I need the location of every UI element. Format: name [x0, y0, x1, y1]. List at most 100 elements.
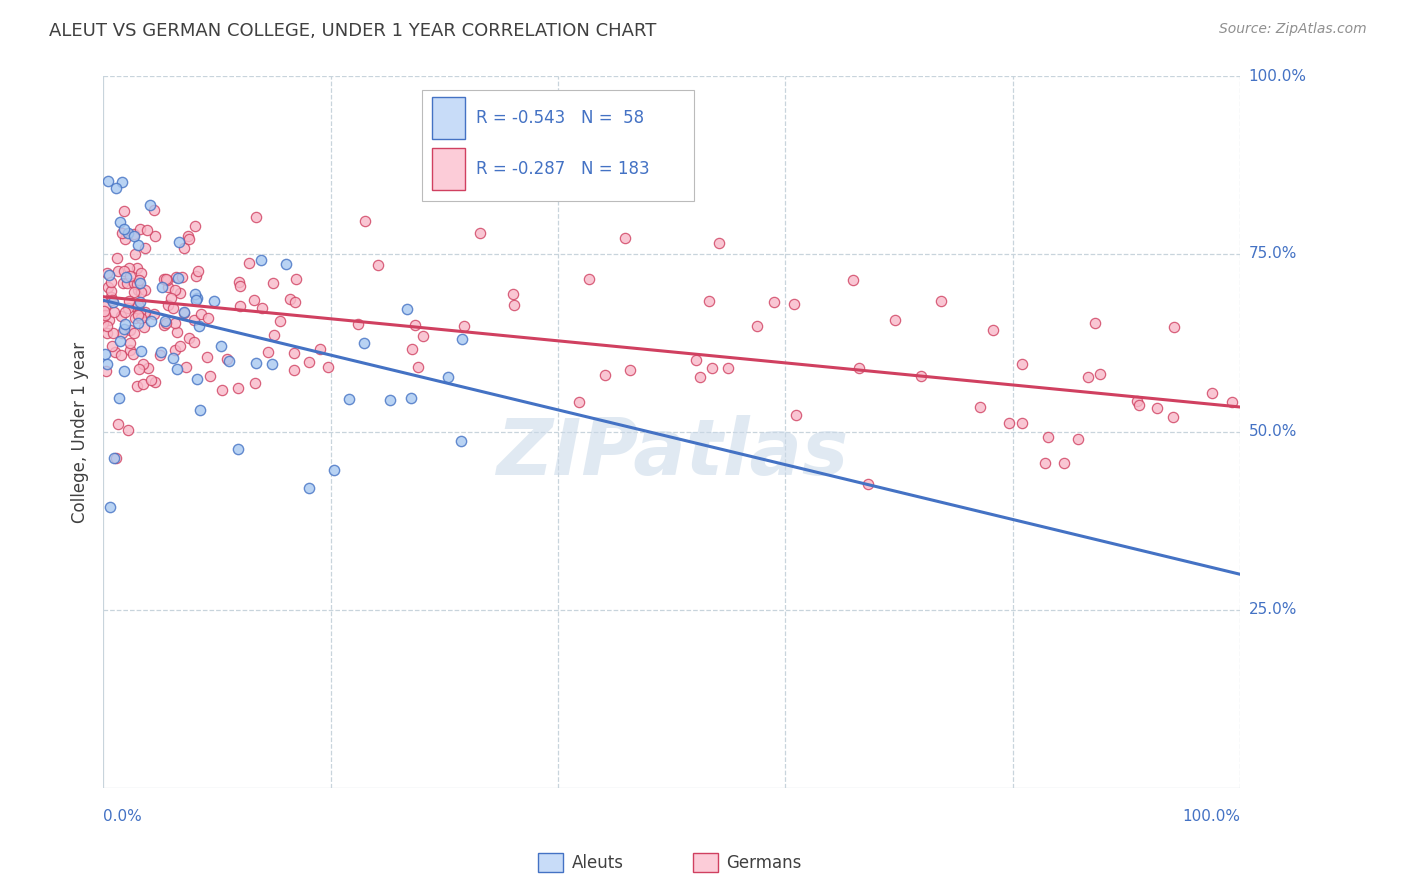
Point	[98, 500, 121, 514]
Text: 100.0%: 100.0%	[1249, 69, 1306, 84]
Point	[155, 272, 177, 286]
Y-axis label: College, Under 1 year: College, Under 1 year	[72, 342, 89, 523]
Point	[187, 263, 209, 277]
Point	[269, 314, 291, 328]
Point	[228, 275, 250, 289]
Point	[262, 276, 284, 290]
Text: ZIPatlas: ZIPatlas	[495, 416, 848, 491]
Point	[111, 175, 134, 189]
Point	[783, 297, 806, 311]
Text: R = -0.287   N = 183: R = -0.287 N = 183	[477, 160, 650, 178]
Point	[186, 291, 208, 305]
Point	[122, 227, 145, 241]
Point	[689, 370, 711, 384]
Point	[998, 416, 1021, 430]
Point	[96, 326, 118, 341]
Point	[337, 392, 360, 406]
Point	[141, 373, 163, 387]
Point	[399, 391, 422, 405]
Point	[91, 316, 114, 330]
Point	[578, 272, 600, 286]
Point	[165, 316, 187, 330]
Point	[110, 334, 132, 348]
Point	[97, 313, 120, 327]
Point	[131, 265, 153, 279]
Point	[468, 226, 491, 240]
Point	[96, 266, 118, 280]
Point	[110, 226, 132, 240]
Point	[1011, 357, 1033, 371]
Point	[127, 298, 149, 312]
Point	[129, 304, 152, 318]
Point	[229, 279, 252, 293]
Point	[143, 375, 166, 389]
Point	[183, 334, 205, 349]
Point	[884, 312, 907, 326]
Point	[143, 307, 166, 321]
Point	[104, 344, 127, 359]
Point	[105, 180, 128, 194]
Point	[245, 376, 267, 390]
Point	[262, 358, 284, 372]
Point	[93, 299, 115, 313]
Point	[619, 362, 641, 376]
Point	[568, 395, 591, 409]
Point	[111, 326, 134, 340]
Point	[184, 219, 207, 233]
Point	[97, 174, 120, 188]
Point	[176, 359, 198, 374]
Point	[129, 277, 152, 291]
Point	[284, 295, 307, 310]
Point	[112, 263, 135, 277]
Point	[183, 312, 205, 326]
Point	[124, 247, 146, 261]
Point	[408, 360, 430, 375]
Point	[179, 232, 201, 246]
Point	[101, 295, 124, 310]
Text: 50.0%: 50.0%	[1249, 425, 1296, 440]
Point	[122, 229, 145, 244]
Point	[122, 347, 145, 361]
Point	[156, 298, 179, 312]
Point	[156, 273, 179, 287]
Point	[1077, 370, 1099, 384]
Point	[143, 229, 166, 244]
Point	[110, 214, 132, 228]
Point	[128, 273, 150, 287]
Point	[280, 292, 302, 306]
Point	[96, 318, 118, 333]
Point	[166, 326, 188, 340]
Point	[785, 409, 807, 423]
Point	[190, 308, 212, 322]
Text: 100.0%: 100.0%	[1182, 809, 1240, 824]
Point	[112, 222, 135, 236]
Point	[283, 346, 305, 360]
Point	[195, 350, 218, 364]
Point	[841, 273, 863, 287]
Point	[226, 442, 249, 456]
Point	[131, 357, 153, 371]
Point	[114, 317, 136, 331]
Point	[177, 228, 200, 243]
Point	[127, 316, 149, 330]
Point	[139, 198, 162, 212]
Point	[105, 451, 128, 466]
Point	[107, 263, 129, 277]
Point	[763, 295, 786, 310]
Point	[117, 226, 139, 240]
Point	[169, 339, 191, 353]
Point	[613, 231, 636, 245]
Point	[103, 305, 125, 319]
Point	[118, 268, 141, 283]
Point	[707, 236, 730, 251]
Text: 75.0%: 75.0%	[1249, 246, 1296, 261]
Point	[1220, 395, 1243, 409]
Point	[249, 252, 271, 267]
Point	[1066, 432, 1088, 446]
Point	[245, 356, 267, 370]
Point	[173, 305, 195, 319]
Point	[453, 319, 475, 334]
Point	[217, 352, 239, 367]
Point	[1161, 409, 1184, 424]
Point	[143, 203, 166, 218]
